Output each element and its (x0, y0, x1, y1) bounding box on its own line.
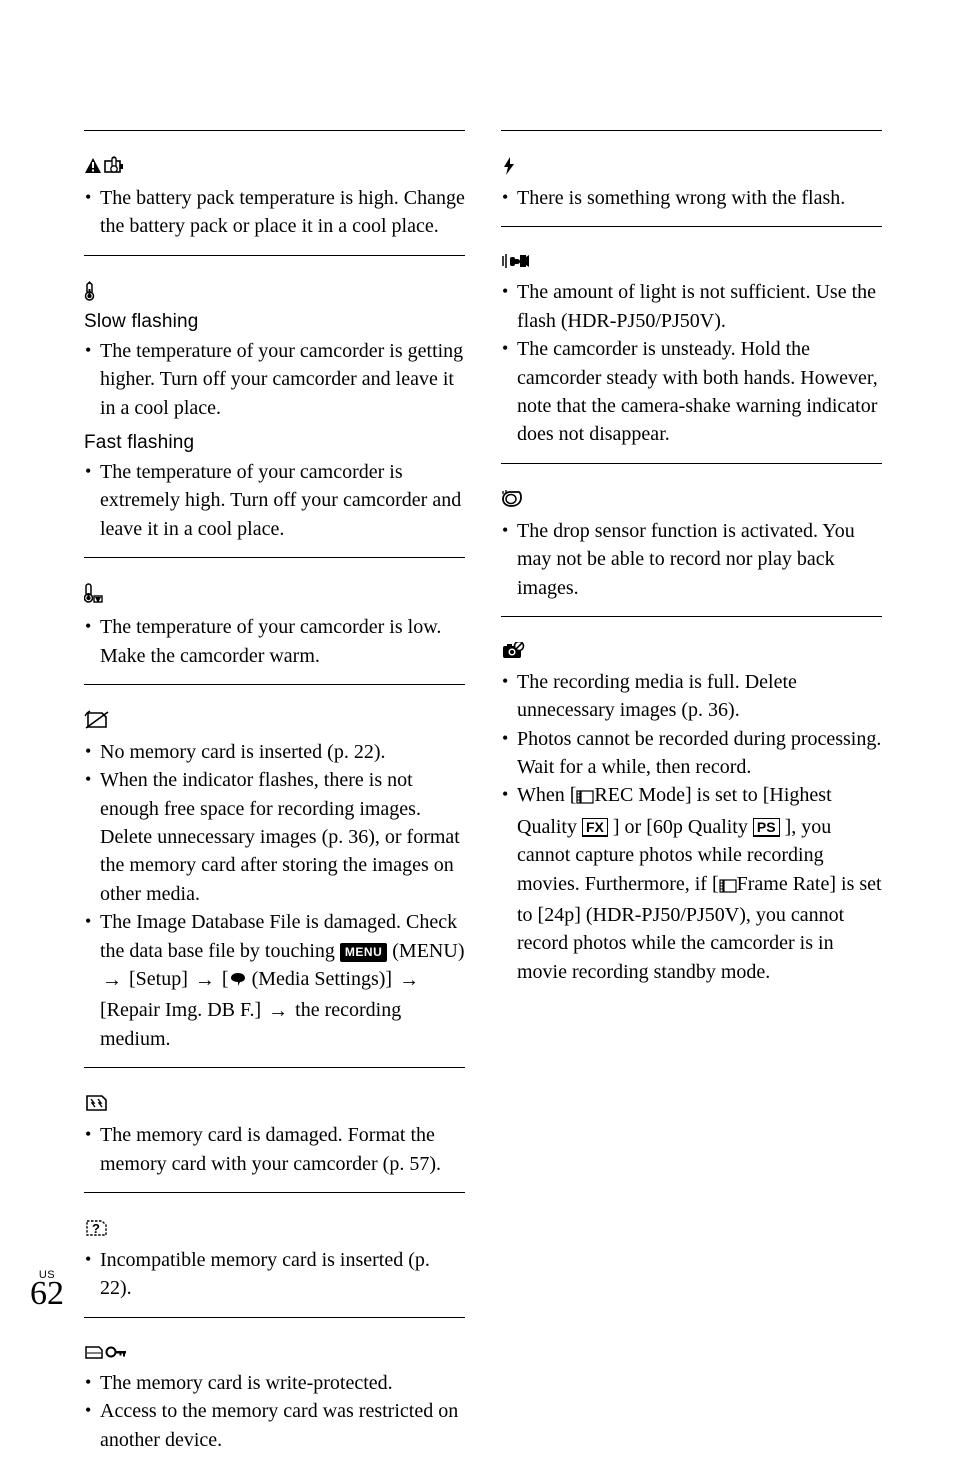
page-number: US 62 (30, 1269, 64, 1313)
section-card-write-protected: The memory card is write-protected. Acce… (84, 1317, 465, 1454)
text-fragment: (MENU) (387, 940, 464, 962)
section-recording-media-full: The recording media is full. Delete unne… (501, 616, 882, 986)
section-battery-temp-high: The battery pack temperature is high. Ch… (84, 130, 465, 241)
memory-card-missing-icon (84, 708, 465, 730)
memory-card-lock-icon (84, 1341, 465, 1361)
bullet-text: The camcorder is unsteady. Hold the camc… (501, 335, 882, 449)
page-number-value: 62 (30, 1275, 64, 1312)
thermometer-low-icon (84, 581, 465, 605)
bullet-text: When [REC Mode] is set to [Highest Quali… (501, 781, 882, 986)
bullet-text: Access to the memory card was restricted… (84, 1397, 465, 1454)
right-column: There is something wrong with the flash. (501, 130, 882, 1468)
bullet-text: When the indicator flashes, there is not… (84, 766, 465, 908)
text-fragment: [Setup] (124, 968, 193, 990)
text-fragment: (Media Settings)] (247, 968, 398, 990)
warning-battery-thermometer-icon (84, 154, 465, 176)
section-drop-sensor: The drop sensor function is activated. Y… (501, 463, 882, 602)
bullet-text: The temperature of your camcorder is low… (84, 613, 465, 670)
section-memory-card-damaged: The memory card is damaged. Format the m… (84, 1067, 465, 1178)
bullet-text: Photos cannot be recorded during process… (501, 725, 882, 782)
flash-icon (501, 154, 882, 176)
arrow-right-icon: → (100, 970, 124, 990)
memory-card-incompatible-icon: ? (84, 1216, 465, 1238)
bullet-text: The battery pack temperature is high. Ch… (84, 184, 465, 241)
arrow-right-icon: → (397, 970, 421, 990)
menu-badge-icon: MENU (340, 943, 387, 962)
page: The battery pack temperature is high. Ch… (0, 0, 954, 1357)
photo-disabled-icon (501, 640, 882, 660)
text-fragment: ] or [60p Quality (608, 816, 753, 838)
section-flash-error: There is something wrong with the flash. (501, 130, 882, 212)
section-incompatible-card: ? Incompatible memory card is inserted (… (84, 1192, 465, 1303)
bullet-text: The Image Database File is damaged. Chec… (84, 908, 465, 1053)
text-fragment: [Repair Img. DB F.] (100, 999, 266, 1021)
bullet-text: The amount of light is not sufficient. U… (501, 278, 882, 335)
camera-shake-icon (501, 250, 882, 270)
bullet-text: Incompatible memory card is inserted (p.… (84, 1246, 465, 1303)
bullet-text: There is something wrong with the flash. (501, 184, 882, 212)
section-camcorder-temp: Slow flashing The temperature of your ca… (84, 255, 465, 543)
bullet-text: The temperature of your camcorder is ext… (84, 458, 465, 543)
movie-icon (576, 784, 594, 812)
section-camcorder-temp-low: The temperature of your camcorder is low… (84, 557, 465, 670)
bullet-text: The memory card is damaged. Format the m… (84, 1121, 465, 1178)
svg-text:?: ? (92, 1221, 100, 1236)
bullet-text: The recording media is full. Delete unne… (501, 668, 882, 725)
subheading: Fast flashing (84, 432, 465, 454)
fx-badge-icon: FX (582, 818, 608, 837)
two-column-layout: The battery pack temperature is high. Ch… (84, 130, 882, 1468)
left-column: The battery pack temperature is high. Ch… (84, 130, 465, 1468)
bullet-text: No memory card is inserted (p. 22). (84, 738, 465, 766)
text-fragment: When [ (517, 784, 576, 806)
bullet-text: The drop sensor function is activated. Y… (501, 517, 882, 602)
thermometer-high-icon (84, 279, 465, 303)
text-fragment: [ (217, 968, 229, 990)
media-settings-icon (229, 968, 247, 996)
ps-badge-icon: PS (753, 818, 780, 837)
section-no-memory-card: No memory card is inserted (p. 22). When… (84, 684, 465, 1053)
drop-sensor-icon (501, 487, 882, 509)
bullet-text: The temperature of your camcorder is get… (84, 337, 465, 422)
section-shake-warning: The amount of light is not sufficient. U… (501, 226, 882, 448)
arrow-right-icon: → (266, 1001, 290, 1021)
movie-icon (719, 873, 737, 901)
arrow-right-icon: → (193, 970, 217, 990)
subheading: Slow flashing (84, 311, 465, 333)
bullet-text: The memory card is write-protected. (84, 1369, 465, 1397)
memory-card-damaged-icon (84, 1091, 465, 1113)
